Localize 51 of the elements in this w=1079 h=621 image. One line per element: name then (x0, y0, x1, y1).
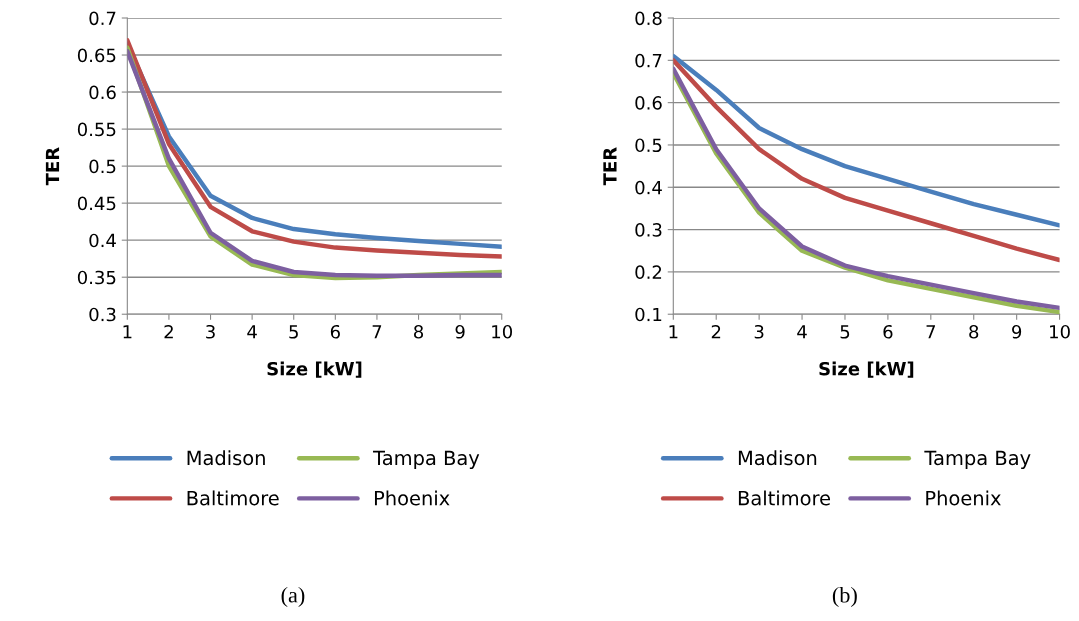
x-tick-label: 2 (711, 324, 721, 339)
x-axis-title: Size [kW] (819, 361, 914, 378)
legend-label: Baltimore (738, 490, 831, 506)
x-tick-label: 7 (372, 325, 382, 339)
x-tick-label: 10 (492, 324, 513, 339)
y-axis-title: TER (45, 147, 60, 186)
legend-label: Madison (187, 450, 265, 466)
text: (a) (281, 586, 305, 608)
y-tick-label: 0.4 (89, 233, 116, 248)
legend-label: Tampa Bay (373, 450, 480, 470)
x-tick-label: 1 (669, 325, 678, 339)
y-tick-label: 0.3 (635, 223, 662, 237)
y-tick-label: 0.45 (77, 196, 116, 211)
legend-label: Madison (738, 450, 817, 466)
y-tick-label: 0.55 (77, 122, 116, 137)
y-axis-title: TER (603, 147, 617, 186)
y-tick-label: 0.1 (635, 307, 662, 322)
y-tick-label: 0.8 (635, 11, 662, 26)
y-tick-label: 0.6 (89, 85, 116, 100)
x-tick-label: 8 (969, 324, 979, 339)
x-tick-label: 5 (840, 325, 850, 339)
x-tick-label: 4 (247, 325, 257, 339)
legend-label: Phoenix (374, 490, 450, 506)
x-tick-label: 9 (1012, 324, 1022, 339)
x-tick-label: 1 (123, 325, 132, 339)
y-tick-label: 0.2 (635, 265, 662, 280)
x-tick-label: 4 (797, 325, 807, 339)
legend-label: Baltimore (187, 490, 279, 506)
legend-label: Phoenix (926, 490, 1001, 506)
y-tick-label: 0.5 (635, 138, 662, 153)
y-tick-label: 0.4 (635, 180, 662, 195)
y-tick-label: 0.7 (635, 53, 662, 68)
y-tick-label: 0.35 (77, 270, 116, 285)
x-tick-label: 2 (164, 324, 173, 339)
y-tick-label: 0.3 (89, 307, 116, 322)
y-tick-label: 0.7 (89, 11, 116, 26)
x-tick-label: 5 (289, 325, 298, 339)
x-tick-label: 9 (455, 324, 465, 339)
x-tick-label: 3 (206, 324, 215, 339)
legend-label: Tampa Bay (924, 450, 1031, 470)
y-tick-label: 0.5 (89, 159, 116, 174)
x-tick-label: 3 (754, 324, 764, 339)
x-tick-label: 6 (330, 324, 340, 339)
text: (b) (832, 586, 857, 608)
x-tick-label: 10 (1050, 324, 1070, 339)
y-tick-label: 0.65 (77, 48, 116, 63)
x-tick-label: 6 (883, 324, 893, 339)
x-tick-label: 7 (926, 325, 936, 339)
x-tick-label: 8 (414, 324, 424, 339)
x-axis-title: Size [kW] (267, 361, 362, 378)
y-tick-label: 0.6 (635, 96, 662, 110)
